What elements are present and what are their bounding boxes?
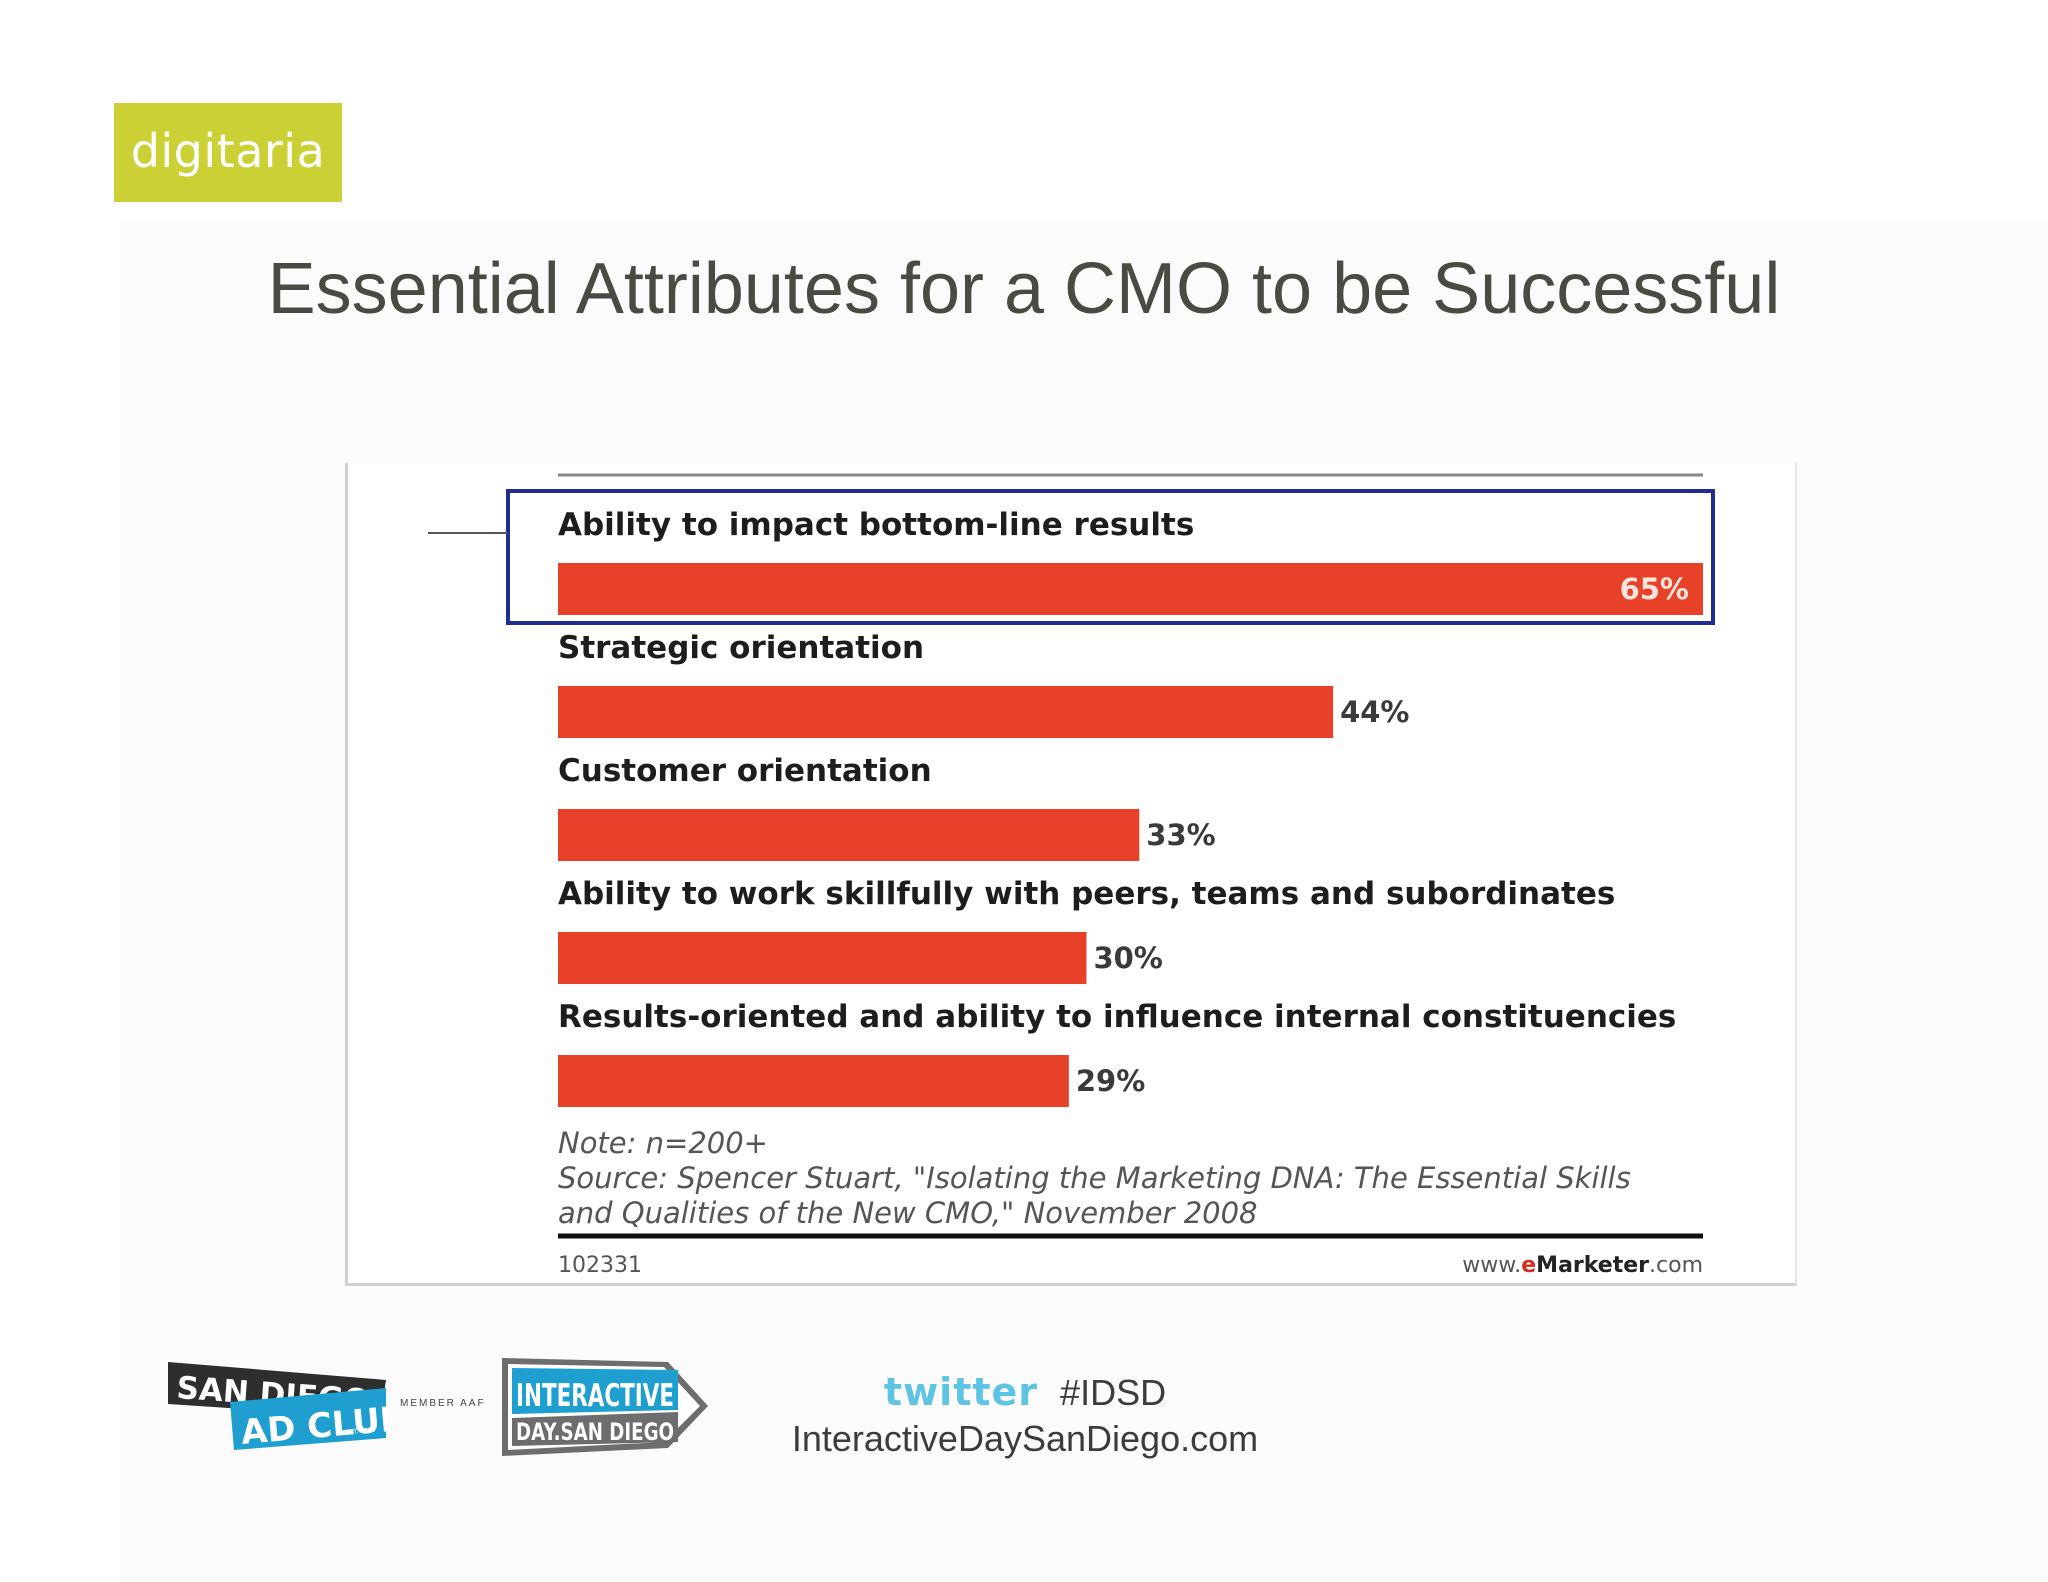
idsd-logo-line1: INTERACTIVE [516,1378,674,1414]
slide-title: Essential Attributes for a CMO to be Suc… [267,249,1781,329]
chart-id: 102331 [558,1253,642,1278]
member-aaf-text: MEMBER AAF [400,1398,486,1409]
bar-category-label: Strategic orientation [558,630,924,666]
highlight-box [506,489,1715,625]
bar-category-label: Ability to impact bottom-line results [558,507,1194,543]
idsd-logo-line2: DAY.SAN DIEGO [516,1418,674,1446]
sd-logo-est: EST. 1911 [346,1426,376,1436]
twitter-block: twitter #IDSD InteractiveDaySanDiego.com [760,1370,1290,1460]
san-diego-ad-club-logo: SAN DIEGO AD CLUB EST. 1911 [168,1362,388,1450]
bars-layer: Ability to impact bottom-line results 65%… [428,489,1715,1107]
hashtag: #IDSD [1060,1372,1167,1413]
digitaria-logo: digitaria [114,103,342,202]
bar [558,932,1087,984]
attribution-prefix: www. [1462,1253,1521,1278]
interactive-day-logo: INTERACTIVE DAY.SAN DIEGO [502,1358,708,1456]
bar-category-label: Ability to work skillfully with peers, t… [558,876,1615,912]
chart-source-line-1: Source: Spencer Stuart, "Isolating the M… [558,1161,1631,1195]
logo-text: digitaria [130,123,326,178]
chart-panel: Ability to impact bottom-line results 65%… [345,463,1797,1286]
bar-value-label: 65% [1620,572,1689,606]
website-link[interactable]: InteractiveDaySanDiego.com [791,1418,1259,1459]
bar-chart: Ability to impact bottom-line results 65%… [428,473,1715,1278]
attribution-e: e [1521,1253,1536,1278]
bar-value-label: 29% [1076,1064,1145,1098]
bar-value-label: 30% [1093,941,1162,975]
bar-value-label: 44% [1340,695,1409,729]
bar [558,1055,1069,1107]
attribution-suffix: .com [1649,1253,1703,1278]
bar [558,686,1334,738]
bar [558,563,1703,615]
bar [558,809,1140,861]
emarketer-attribution: www.eMarketer.com [1462,1253,1703,1278]
twitter-logo: twitter [883,1370,1039,1414]
bar-value-label: 33% [1146,818,1215,852]
bar-category-label: Customer orientation [558,753,932,789]
twitter-line: twitter #IDSD [760,1370,1290,1416]
attribution-brand: Marketer [1536,1253,1649,1278]
bar-category-label: Results-oriented and ability to influenc… [558,999,1676,1035]
chart-source-line-2: and Qualities of the New CMO," November … [558,1196,1258,1230]
chart-note: Note: n=200+ [558,1126,768,1160]
